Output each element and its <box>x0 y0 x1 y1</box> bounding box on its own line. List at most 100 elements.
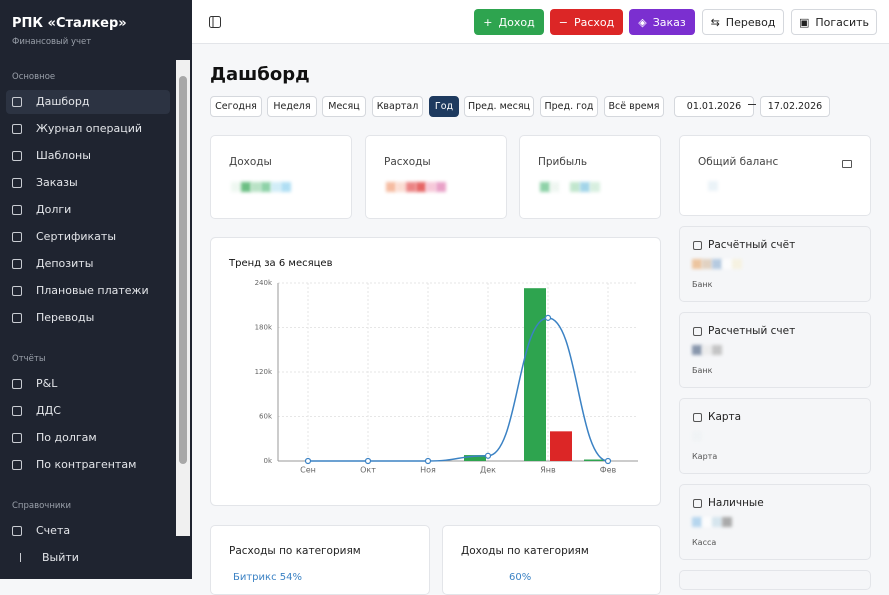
nav-item[interactable]: Счета <box>6 519 170 543</box>
nav-icon <box>12 313 22 323</box>
nav-label: Плановые платежи <box>36 284 149 297</box>
action-button[interactable]: − Расход <box>550 9 623 35</box>
period-button[interactable]: Всё время <box>604 96 664 117</box>
bar <box>464 455 486 461</box>
button-icon: + <box>483 15 493 29</box>
logout[interactable]: Выйти <box>6 546 170 570</box>
hidden-amount <box>590 182 600 192</box>
account-icon <box>693 241 702 250</box>
hidden-amount <box>396 182 406 192</box>
nav-item[interactable]: Заказы <box>6 171 170 195</box>
y-tick-label: 0k <box>263 457 272 465</box>
account-type: Банк <box>692 280 713 289</box>
hidden-amount <box>281 182 291 192</box>
nav-label: Сертификаты <box>36 230 117 243</box>
button-icon: ⇆ <box>710 15 720 29</box>
scroll-thumb <box>179 76 187 464</box>
period-button[interactable]: Неделя <box>267 96 317 117</box>
nav-item[interactable]: Переводы <box>6 306 170 330</box>
date-to[interactable]: 17.02.2026 <box>760 96 830 117</box>
category-card: Доходы по категориям 60% <box>442 525 661 595</box>
button-icon: ▣ <box>798 15 810 29</box>
balance-card: Общий баланс <box>679 135 871 216</box>
hidden-amount <box>692 431 702 441</box>
period-button[interactable]: Сегодня <box>210 96 262 117</box>
hidden-amount <box>712 259 722 269</box>
date-from[interactable]: 01.01.2026 <box>674 96 754 117</box>
section-title: Основное <box>12 72 56 82</box>
chart-title: Тренд за 6 месяцев <box>228 258 333 269</box>
bar <box>550 431 572 461</box>
hidden-amount <box>712 345 722 355</box>
nav-icon <box>12 232 22 242</box>
card-label: Доходы <box>229 156 272 168</box>
nav-item[interactable]: Дашборд <box>6 90 170 114</box>
wallet-icon <box>842 160 852 168</box>
nav-label: P&L <box>36 377 58 390</box>
nav-item[interactable]: ДДС <box>6 399 170 423</box>
hidden-amount <box>261 182 271 192</box>
nav-icon <box>12 379 22 389</box>
x-tick-label: Окт <box>360 466 376 475</box>
nav-item[interactable]: По контрагентам <box>6 453 170 477</box>
line-point <box>424 457 432 465</box>
bar <box>524 288 546 461</box>
nav-item[interactable]: Журнал операций <box>6 117 170 141</box>
nav-item[interactable]: Шаблоны <box>6 144 170 168</box>
action-button[interactable]: ◈ Заказ <box>629 9 695 35</box>
category-title: Доходы по категориям <box>461 545 589 557</box>
account-type: Карта <box>692 452 718 461</box>
y-tick-label: 120k <box>255 368 273 376</box>
y-tick-label: 240k <box>255 279 273 287</box>
hidden-amount <box>251 182 261 192</box>
nav-item[interactable]: P&L <box>6 372 170 396</box>
y-tick-label: 60k <box>259 413 273 421</box>
period-button[interactable]: Месяц <box>322 96 366 117</box>
hidden-amount <box>692 259 702 269</box>
hidden-amount <box>702 345 712 355</box>
nav-item[interactable]: Сертификаты <box>6 225 170 249</box>
nav-item[interactable]: Депозиты <box>6 252 170 276</box>
sidebar-toggle[interactable] <box>209 16 221 28</box>
hidden-amount <box>702 259 712 269</box>
account-card[interactable]: Карта Карта <box>679 398 871 474</box>
period-button[interactable]: Пред. месяц <box>464 96 534 117</box>
nav-item[interactable]: Плановые платежи <box>6 279 170 303</box>
category-card: Расходы по категориям Битрикс 54% <box>210 525 430 595</box>
account-card[interactable]: Расчетный счет Банк <box>679 312 871 388</box>
nav-label: По контрагентам <box>36 458 137 471</box>
button-label: Перевод <box>725 15 776 29</box>
hidden-amount <box>722 517 732 527</box>
summary-card: Расходы <box>365 135 507 219</box>
hidden-amount <box>386 182 396 192</box>
bar <box>584 459 606 461</box>
action-button[interactable]: ⇆ Перевод <box>702 9 784 35</box>
card-label: Общий баланс <box>698 156 779 168</box>
nav-label: Заказы <box>36 176 78 189</box>
period-button[interactable]: Квартал <box>372 96 423 117</box>
card-label: Прибыль <box>538 156 588 168</box>
account-card[interactable]: Расчётный счёт Банк <box>679 226 871 302</box>
x-tick-label: Янв <box>540 466 556 475</box>
account-type: Банк <box>692 366 713 375</box>
nav-icon <box>12 406 22 416</box>
logout-icon <box>20 553 29 562</box>
date-dash <box>748 104 756 105</box>
action-button[interactable]: ▣ Погасить <box>791 9 877 35</box>
nav-icon <box>12 286 22 296</box>
section-title: Справочники <box>12 501 72 511</box>
nav-icon <box>12 259 22 269</box>
x-tick-label: Фев <box>600 466 617 475</box>
nav-item[interactable]: Долги <box>6 198 170 222</box>
nav-item[interactable]: По долгам <box>6 426 170 450</box>
hidden-amount <box>540 182 550 192</box>
action-button[interactable]: + Доход <box>474 9 544 35</box>
nav-label: Депозиты <box>36 257 94 270</box>
period-button[interactable]: Пред. год <box>540 96 598 117</box>
app-title: РПК «Сталкер» <box>12 16 127 31</box>
period-button[interactable]: Год <box>429 96 459 117</box>
account-card[interactable]: Наличные Касса <box>679 484 871 560</box>
category-item: 60% <box>509 572 532 583</box>
account-name: Расчётный счёт <box>708 239 796 251</box>
button-label: Доход <box>498 15 535 29</box>
